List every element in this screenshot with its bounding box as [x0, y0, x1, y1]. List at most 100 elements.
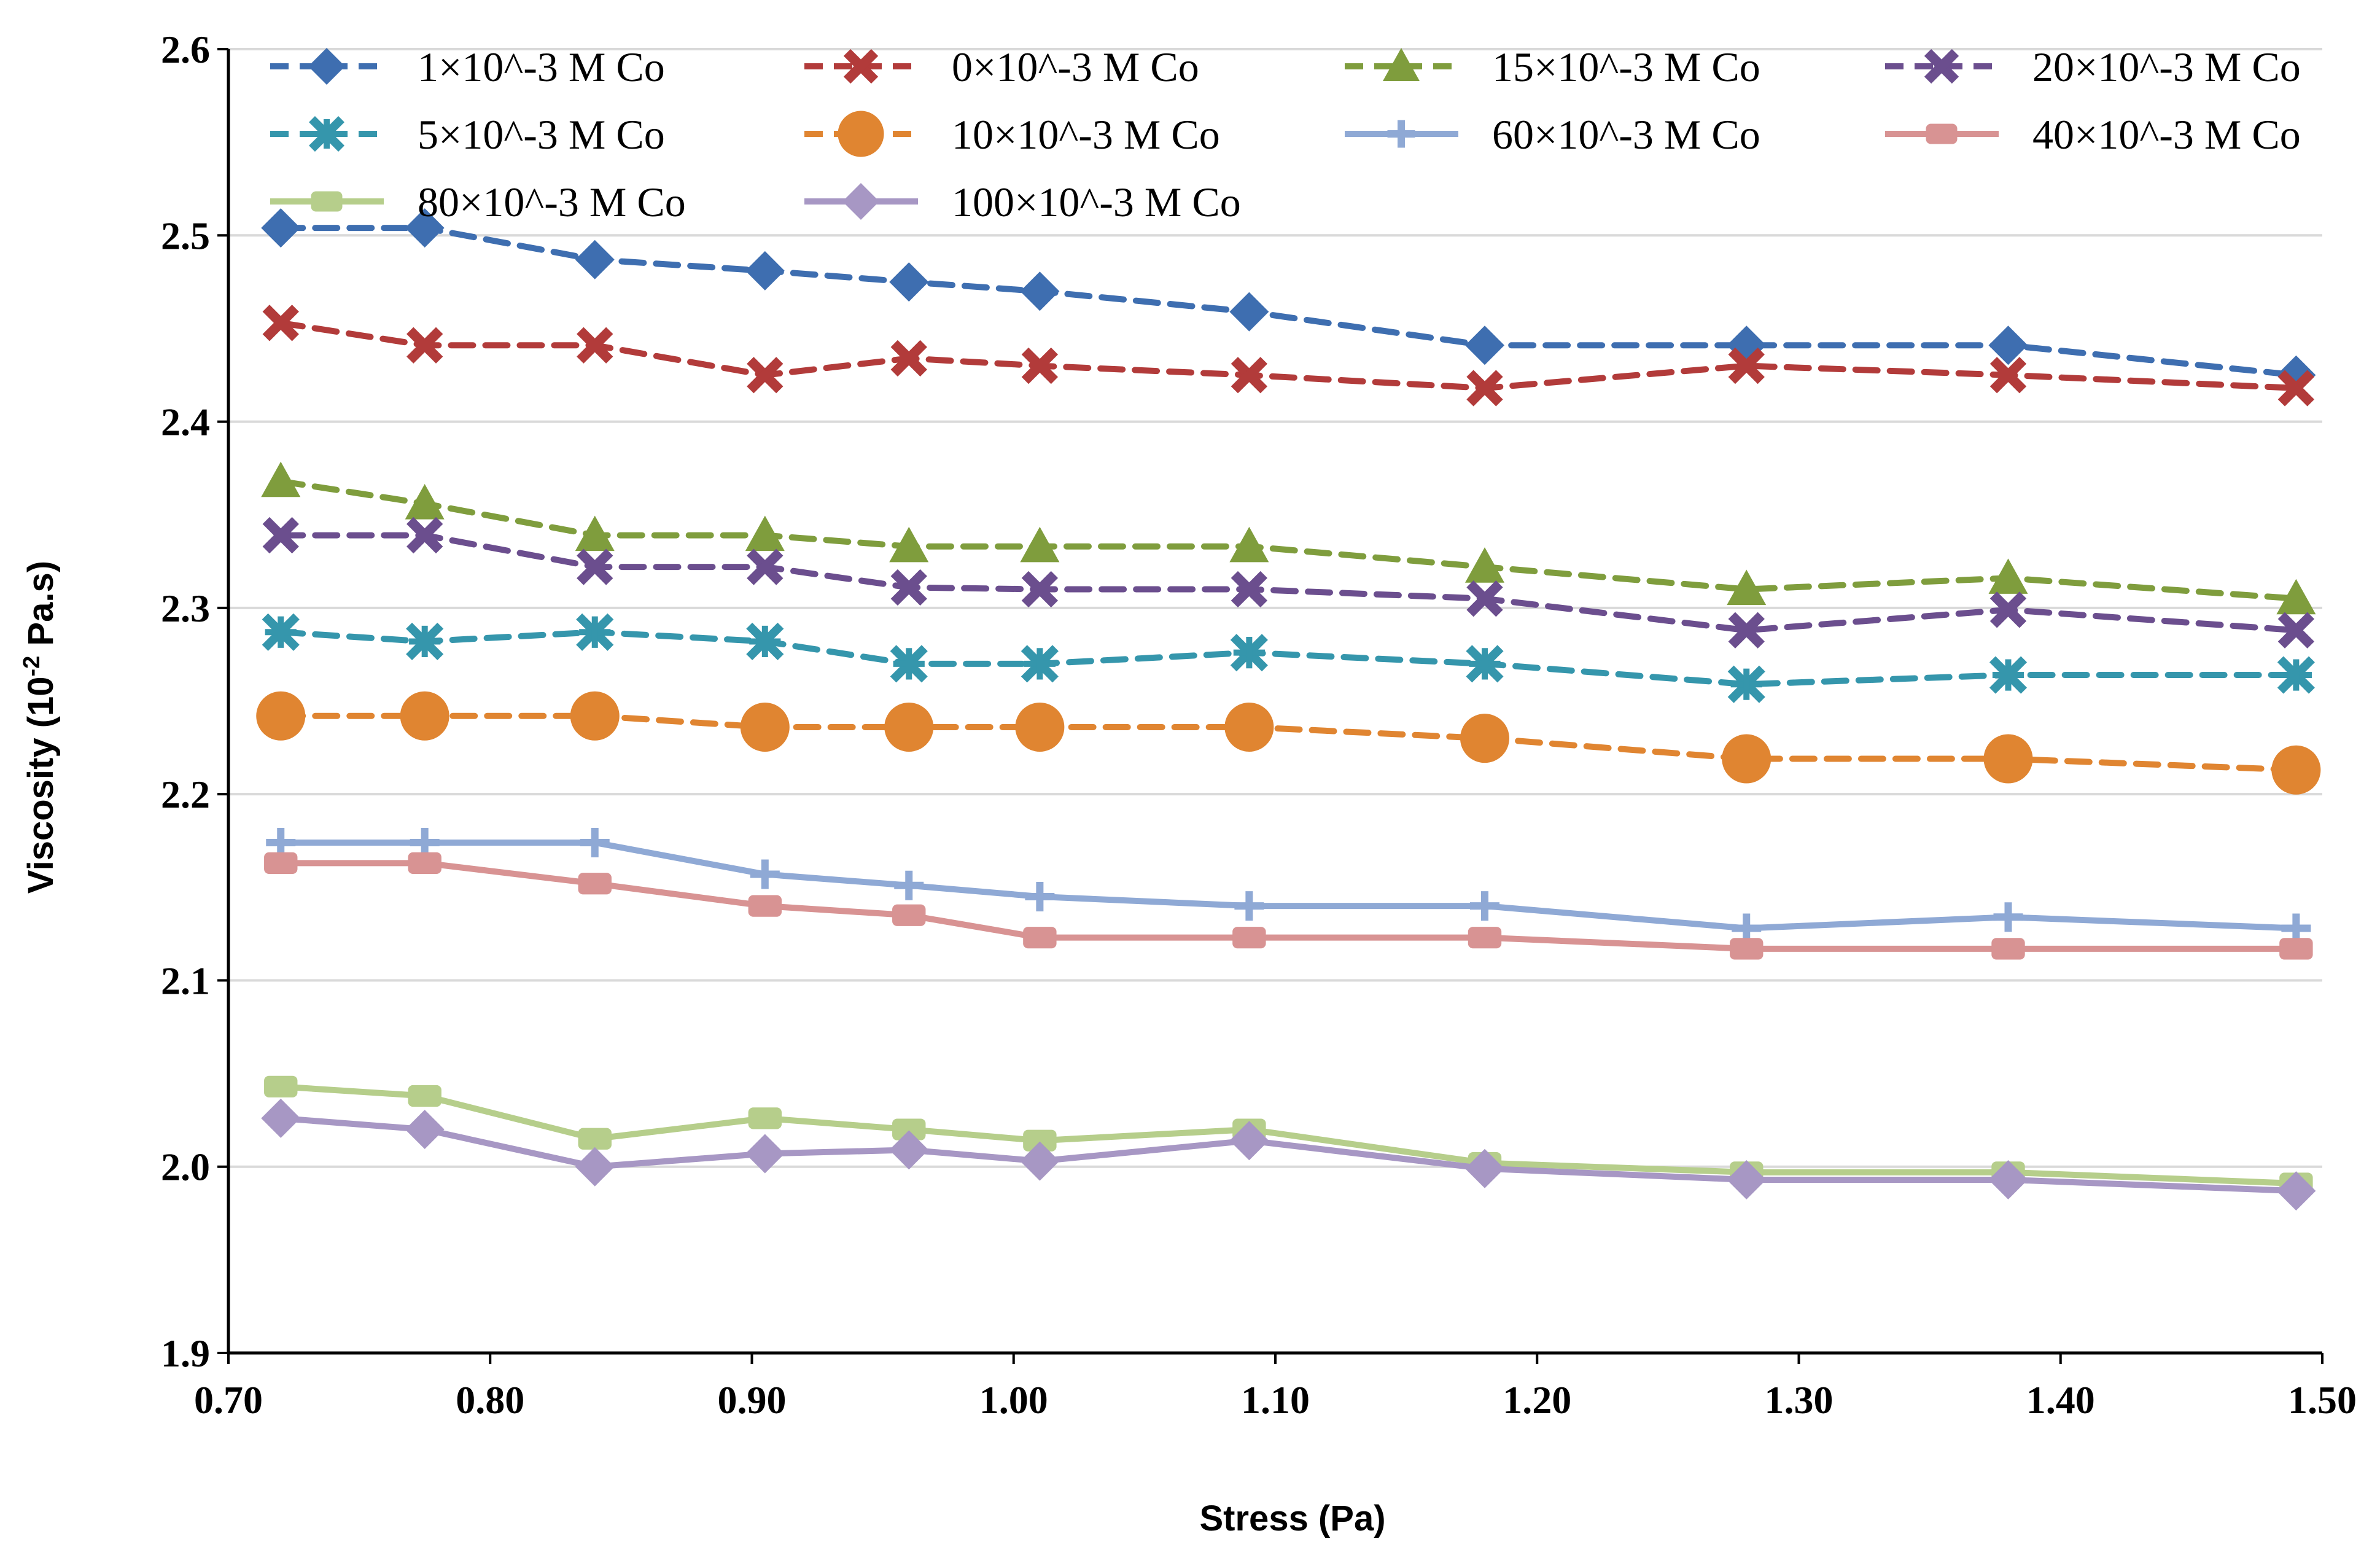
data-point-stroke [843, 49, 879, 84]
data-point [1470, 891, 1499, 921]
data-point [405, 484, 445, 520]
data-point [1926, 123, 1958, 144]
data-point [745, 1134, 785, 1174]
data-point [1232, 927, 1266, 949]
data-point-stroke [577, 548, 613, 585]
data-point [747, 548, 784, 585]
y-axis-title-main: Viscosity (10 [21, 676, 61, 894]
data-point [1023, 1129, 1057, 1152]
data-point-stroke [747, 357, 784, 394]
x-tick-label: 1.00 [979, 1378, 1048, 1422]
data-point [308, 48, 345, 85]
x-tick-label: 0.90 [718, 1378, 787, 1422]
data-point [889, 526, 929, 563]
data-point [575, 1147, 615, 1187]
series-10 [261, 1098, 2316, 1211]
data-point [1023, 927, 1057, 949]
data-point [890, 645, 928, 683]
data-point [570, 691, 620, 741]
data-point [889, 1130, 929, 1170]
y-tick-label: 2.0 [161, 1145, 210, 1189]
x-tick-label: 1.20 [1503, 1378, 1571, 1422]
legend-item: 10×10^-3 M Co [804, 111, 1220, 158]
data-point [1229, 1121, 1269, 1161]
data-point [745, 251, 785, 290]
legend-label: 1×10^-3 M Co [418, 44, 665, 90]
series-3 [261, 461, 2316, 615]
data-point [261, 1098, 301, 1138]
legend-label: 10×10^-3 M Co [952, 111, 1220, 158]
data-point [1465, 547, 1504, 583]
y-tick-label: 2.5 [161, 214, 210, 257]
data-point [1230, 634, 1268, 672]
y-tick-label: 2.4 [161, 400, 210, 444]
data-point [1989, 656, 2028, 694]
y-tick-label: 1.9 [161, 1331, 210, 1375]
data-point-stroke [2277, 612, 2315, 649]
data-point [1387, 120, 1415, 148]
data-point [745, 515, 785, 552]
data-point [1021, 571, 1059, 608]
data-point-stroke [747, 548, 784, 585]
y-axis-title-tail: Pa.s) [21, 561, 61, 656]
y-tick-label: 2.6 [161, 28, 210, 71]
data-point [1229, 526, 1269, 563]
legend-label: 0×10^-3 M Co [952, 44, 1199, 90]
data-point-stroke [1231, 571, 1268, 608]
data-point [578, 1128, 612, 1150]
data-point [264, 1075, 298, 1097]
legend-label: 60×10^-3 M Co [1492, 111, 1760, 158]
data-point-stroke [406, 327, 443, 364]
data-point [748, 895, 782, 917]
legend-item: 0×10^-3 M Co [804, 44, 1199, 90]
data-point [746, 622, 784, 660]
legend-item: 60×10^-3 M Co [1345, 111, 1760, 158]
data-point [261, 208, 301, 248]
data-point [1224, 702, 1274, 752]
data-point [1465, 1148, 1504, 1188]
x-axis-title: Stress (Pa) [1199, 1499, 1385, 1538]
legend-item: 80×10^-3 M Co [270, 179, 686, 225]
legend-label: 80×10^-3 M Co [418, 179, 686, 225]
data-point [2276, 579, 2316, 615]
x-tick-label: 0.70 [194, 1378, 263, 1422]
axes-layer: 1.9 2.0 2.1 2.2 2.3 2.4 2.5 2.6 0.70 0.80 0.90 1.00… [161, 28, 2357, 1422]
data-point [575, 240, 615, 279]
data-point [892, 904, 926, 926]
data-point [1020, 1141, 1060, 1181]
data-point [2277, 370, 2315, 407]
data-point [1728, 612, 1765, 649]
data-point [1231, 357, 1268, 394]
x-tick-label: 1.10 [1241, 1378, 1310, 1422]
legend-label: 40×10^-3 M Co [2032, 111, 2301, 158]
data-point-stroke [1021, 347, 1059, 384]
legend-layer: 1×10^-3 M Co 0×10^-3 M Co 15×10^-3 M Co 20×… [270, 44, 2301, 225]
data-point [408, 852, 441, 874]
data-point-stroke [2277, 370, 2315, 407]
data-point [406, 327, 443, 364]
x-tick-label: 0.80 [456, 1378, 524, 1422]
data-point [890, 340, 927, 377]
data-point [1988, 1160, 2028, 1199]
data-point [400, 691, 449, 741]
data-point [1020, 526, 1060, 563]
data-point [1991, 938, 2025, 960]
data-point [261, 461, 301, 497]
data-point-stroke [1728, 612, 1765, 649]
data-point [406, 622, 444, 660]
legend-item: 40×10^-3 M Co [1885, 111, 2301, 158]
data-point [1924, 49, 1959, 84]
data-point [884, 702, 934, 752]
data-point [750, 859, 780, 889]
data-point [406, 516, 443, 554]
y-tick-label: 2.2 [161, 773, 210, 816]
data-point-stroke [262, 516, 299, 554]
data-point [2277, 656, 2315, 694]
legend-label: 100×10^-3 M Co [952, 179, 1241, 225]
data-point [1722, 734, 1771, 784]
data-point [405, 1110, 445, 1150]
data-point [889, 262, 929, 302]
data-point [1465, 325, 1504, 365]
